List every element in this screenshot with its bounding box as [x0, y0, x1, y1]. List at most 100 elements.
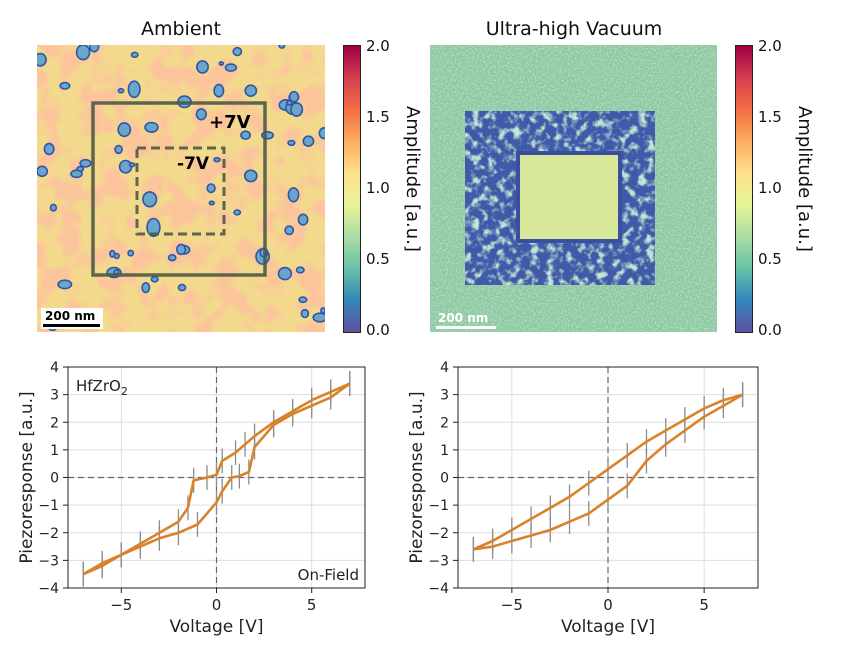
ambient-domain-spots — [37, 45, 325, 332]
x-axis-label: Voltage [V] — [561, 617, 655, 637]
domain-spot — [114, 144, 123, 155]
domain-spot — [318, 127, 325, 140]
domain-spot — [43, 142, 55, 156]
uhv-scalebar-label: 200 nm — [438, 311, 488, 325]
domain-spot — [213, 83, 225, 98]
domain-spot — [206, 183, 216, 194]
domain-spot — [277, 266, 293, 281]
inner-box-label: -7V — [177, 154, 210, 174]
ambient-colorbar-label: Amplitude [a.u.] — [402, 106, 423, 252]
domain-spot — [297, 213, 309, 226]
y-tick-label: −1 — [428, 498, 449, 514]
x-tick-label: 0 — [212, 596, 222, 614]
ambient-cb-tick: 2.0 — [366, 37, 390, 55]
domain-spot — [288, 90, 300, 103]
domain-spot — [59, 81, 71, 90]
y-tick-label: 0 — [440, 471, 449, 487]
uhv-amplitude-map: 200 nm — [430, 45, 717, 332]
uhv-colorbar-label: Amplitude [a.u.] — [794, 106, 815, 252]
domain-spot — [284, 225, 295, 236]
ambient-amplitude-map: +7V -7V 200 nm — [37, 45, 325, 332]
domain-spot — [37, 52, 47, 67]
domain-spot — [243, 169, 258, 183]
uhv-map-svg: 200 nm — [430, 45, 717, 332]
uhv-cb-tick: 0.5 — [758, 250, 782, 268]
x-tick-label: 0 — [603, 596, 613, 614]
uhv-cb-tick: 1.0 — [758, 179, 782, 197]
material-annotation: HfZrO2 — [76, 377, 128, 398]
material-annotation-subscript: 2 — [121, 385, 128, 398]
domain-spot — [218, 61, 225, 66]
domain-spot — [224, 63, 238, 72]
uhv-cb-tick: 1.5 — [758, 108, 782, 126]
domain-spot — [208, 200, 215, 206]
y-tick-label: 3 — [440, 388, 449, 404]
y-tick-label: 2 — [50, 415, 59, 431]
scalebar-background — [41, 308, 103, 329]
domain-spot — [287, 139, 296, 146]
ambient-cb-tick: 0.5 — [366, 250, 390, 268]
y-tick-label: −3 — [428, 553, 449, 569]
uhv-cb-tick: 0.0 — [758, 321, 782, 339]
domain-spot — [240, 130, 251, 140]
domain-spot — [302, 135, 315, 147]
y-tick-label: −4 — [428, 581, 449, 597]
domain-spot — [320, 307, 325, 314]
hysteresis-chart-uhv: −5 0 5 −4 −3 −2 −1 0 1 2 3 4 Voltage [V] Piezorespons… — [407, 360, 759, 637]
uhv-cb-tick: 2.0 — [758, 37, 782, 55]
domain-spot — [141, 282, 151, 294]
hysteresis-branch-forward — [472, 393, 743, 551]
uhv-colorbar — [735, 45, 753, 333]
domain-spot — [167, 254, 177, 262]
domain-spot — [298, 296, 308, 304]
x-tick-label: 5 — [699, 596, 709, 614]
domain-spot — [128, 162, 136, 168]
domain-spot — [37, 165, 49, 178]
y-tick-label: 2 — [440, 415, 449, 431]
hysteresis-branch-reverse — [473, 393, 744, 551]
y-tick-label: −2 — [38, 526, 59, 542]
scalebar-line — [43, 324, 100, 327]
ambient-title: Ambient — [140, 18, 222, 40]
domain-spot — [286, 99, 293, 106]
y-axis-label: Piezoresponse [a.u.] — [17, 391, 37, 563]
domain-spot — [232, 46, 243, 57]
domain-spot — [150, 275, 159, 283]
domain-spot — [127, 80, 141, 99]
domain-spot — [49, 203, 58, 212]
y-axis-label: Piezoresponse [a.u.] — [407, 391, 427, 563]
domain-spot — [57, 279, 73, 290]
hysteresis-branch-reverse — [82, 382, 351, 576]
domain-spot — [195, 108, 207, 121]
mode-annotation: On-Field — [298, 566, 359, 584]
scalebar-label: 200 nm — [45, 309, 95, 323]
domain-spot — [117, 87, 125, 94]
domain-spot — [75, 45, 91, 61]
y-tick-label: −1 — [38, 498, 59, 514]
domain-spot — [79, 158, 92, 168]
hysteresis-chart-ambient: −5 0 5 −4 −3 −2 −1 0 1 2 3 4 Voltage [V] Piezorespons… — [17, 360, 366, 637]
outer-write-box — [91, 101, 267, 277]
ambient-colorbar — [343, 45, 361, 333]
ambient-map-svg: +7V -7V 200 nm — [37, 45, 325, 332]
domain-spot — [312, 312, 325, 323]
y-tick-label: 4 — [50, 360, 59, 376]
uhv-scalebar-line — [436, 326, 496, 329]
y-tick-label: −2 — [428, 526, 449, 542]
domain-spot — [127, 249, 135, 257]
x-tick-label: 5 — [307, 596, 317, 614]
x-axis-label: Voltage [V] — [169, 617, 263, 637]
domain-spot — [278, 45, 286, 49]
domain-spot — [177, 283, 187, 292]
y-tick-label: 1 — [50, 443, 59, 459]
y-tick-label: 3 — [50, 388, 59, 404]
domain-spot — [142, 191, 158, 208]
uhv-inner-region — [518, 153, 620, 241]
x-tick-label: −5 — [501, 596, 523, 614]
domain-spot — [113, 252, 120, 260]
domain-spot — [300, 308, 310, 319]
domain-spot — [130, 51, 139, 59]
inner-write-box — [135, 146, 226, 236]
uhv-inner-region-edge — [516, 151, 622, 243]
ambient-cb-tick: 1.5 — [366, 108, 390, 126]
